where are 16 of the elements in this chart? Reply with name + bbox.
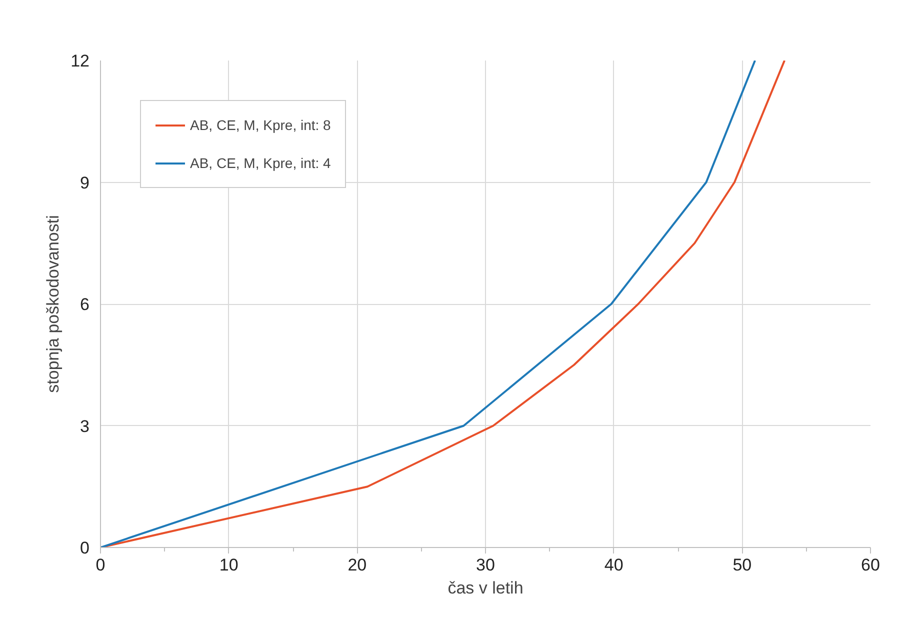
- x-tick-label: 50: [732, 556, 752, 574]
- x-tick-label: 60: [861, 556, 880, 574]
- x-tick-label: 10: [219, 556, 238, 574]
- x-tick-label: 30: [476, 556, 495, 574]
- x-tick-label: 40: [604, 556, 624, 574]
- y-tick-label: 6: [80, 295, 90, 314]
- y-tick-label: 3: [80, 416, 90, 436]
- y-tick-label: 9: [80, 173, 90, 192]
- y-tick-label: 0: [80, 538, 90, 558]
- x-tick-label: 20: [348, 556, 367, 574]
- legend-label: AB, CE, M, Kpre, int: 8: [190, 117, 331, 133]
- x-axis-title: čas v letih: [448, 578, 524, 598]
- legend-label: AB, CE, M, Kpre, int: 4: [190, 155, 331, 171]
- y-tick-label: 12: [70, 52, 90, 70]
- y-axis-title: stopnja poškodovanosti: [44, 215, 63, 393]
- x-tick-label: 0: [96, 556, 106, 574]
